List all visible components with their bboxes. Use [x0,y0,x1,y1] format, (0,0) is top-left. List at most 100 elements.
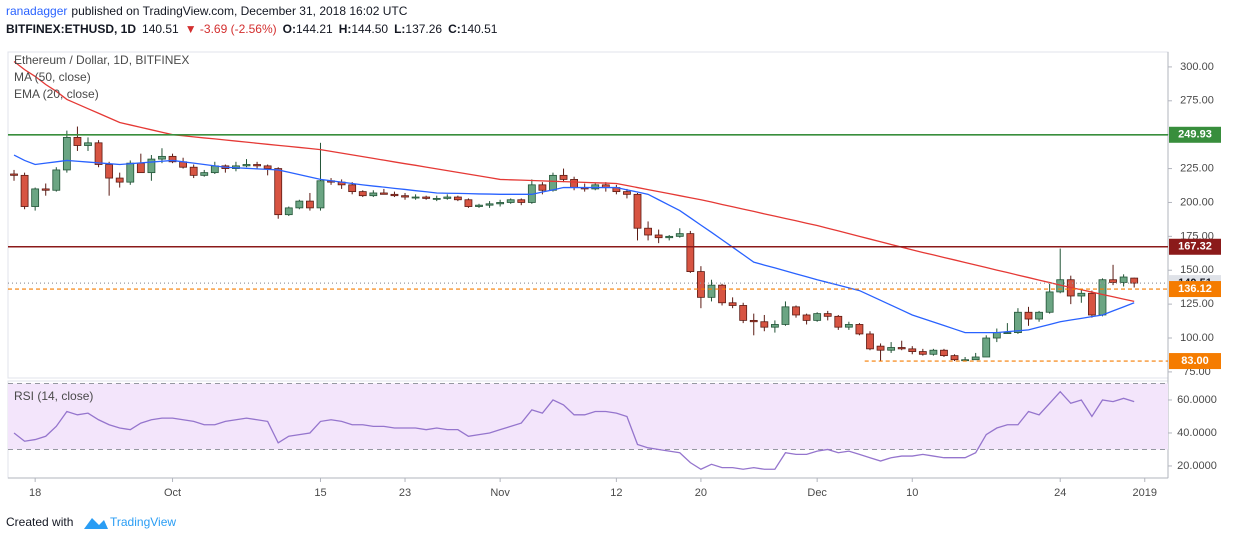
candle-body [749,319,758,323]
candle-body [908,348,917,352]
candle-body [52,169,61,191]
candle-body [940,349,948,357]
candle-body [115,177,124,183]
candle-body [792,306,800,316]
candle-body [20,174,29,207]
series-legend: EMA (20, close) [14,87,99,101]
y-tick-label: 100.00 [1180,332,1214,344]
quote-line: BITFINEX:ETHUSD, 1D 140.51 ▼ -3.69 (-2.56%… [6,22,498,36]
y-tick-label: 20.0000 [1177,460,1217,472]
candle-body [982,337,991,358]
ohlc-key: L: [394,22,405,36]
candle-body [1077,292,1086,297]
level-label-bg [1169,353,1221,370]
candle-body [401,195,409,198]
candle-body [369,192,378,197]
candle-body [136,162,145,174]
candle-body [971,356,980,361]
candle-body [105,164,114,179]
candle-body [147,158,156,174]
level-label: 136.12 [1178,283,1212,295]
candle-body [496,202,505,205]
candle-body [697,271,705,298]
candle-body [1098,279,1107,316]
candle-body [707,284,716,298]
candle-body [770,324,779,328]
ohlc-key: H: [339,22,352,36]
candle-body [274,168,283,216]
candle-body [538,184,547,191]
series-line [13,154,1135,334]
candle-body [390,193,399,197]
candle-body [1119,276,1128,283]
x-tick-label: 20 [695,487,707,499]
candle-body [644,227,652,236]
y-tick-label: 125.00 [1180,298,1214,310]
price-layer [8,60,1168,362]
candle-body [168,155,177,163]
candle-body [200,172,209,176]
ohlc-key: C: [448,22,461,36]
candle-body [73,136,82,146]
candle-body [348,184,357,193]
candle-body [1088,292,1096,316]
candle-body [813,313,822,321]
x-tick-label: Oct [164,487,181,499]
candle-body [665,235,674,239]
y-tick-label: 60.0000 [1177,394,1217,406]
candle-body [1035,311,1043,320]
x-tick-label: 24 [1054,487,1066,499]
author[interactable]: ranadagger [6,4,67,18]
candle-body [866,333,874,350]
candle-body [284,207,293,216]
candle-body [84,142,92,146]
candle-body [633,193,642,229]
y-tick-label: 200.00 [1180,196,1214,208]
candle-body [31,188,40,207]
candle-body [253,164,261,167]
candle-body [591,184,600,190]
candle-body [876,345,885,351]
candle-body [1014,311,1022,333]
y-tick-label: 300.00 [1180,61,1214,73]
x-tick-label: Nov [490,487,510,499]
brand[interactable]: TradingView [110,515,176,529]
ohlc-value: 137.26 [405,22,442,36]
candle-body [1130,277,1139,284]
candle-body [263,165,272,169]
candle-body [897,347,906,350]
level-label: 83.00 [1181,355,1209,367]
candle-body [623,191,631,195]
level-label-bg [1169,126,1221,143]
ohlc-value: 140.51 [461,22,498,36]
level-label-bg [1169,281,1221,298]
candle-body [1045,291,1054,313]
candle-body [358,191,367,197]
ohlc-key: O: [283,22,296,36]
candle-body [62,136,71,171]
candle-body [686,233,695,272]
level-label: 249.93 [1178,129,1212,141]
candle-body [675,233,684,237]
y-tick-label: 150.00 [1180,264,1214,276]
series-legend: MA (50, close) [14,70,91,84]
ohlc-value: 144.21 [296,22,333,36]
price-change: ▼ -3.69 (-2.56%) [185,22,277,36]
publish-line: ranadagger published on TradingView.com, … [6,4,408,18]
x-tick-label: 18 [29,487,41,499]
candle-body [306,200,314,209]
candle-body [506,199,515,203]
logo[interactable] [84,518,108,529]
candle-body [485,203,494,206]
candle-body [992,332,1001,339]
y-tick-label: 225.00 [1180,162,1214,174]
rsi-legend: RSI (14, close) [14,389,93,403]
candle-body [1024,311,1033,320]
candle-body [1003,332,1012,334]
series-line [13,390,1135,470]
symbol: BITFINEX:ETHUSD, 1D [6,22,136,36]
candle-body [158,155,166,160]
candle-body [316,180,325,209]
